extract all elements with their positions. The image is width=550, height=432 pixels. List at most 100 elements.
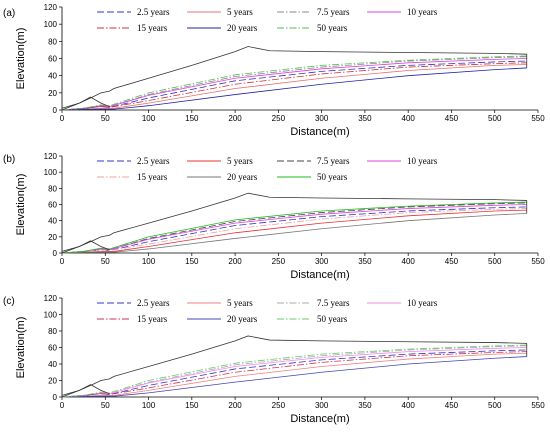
panel-label: (c) bbox=[3, 296, 15, 307]
series-line bbox=[61, 55, 527, 111]
x-tick-label: 0 bbox=[60, 114, 65, 123]
y-axis-title: Elevation(m) bbox=[15, 174, 27, 236]
x-tick-label: 100 bbox=[142, 401, 156, 410]
series-line bbox=[61, 212, 527, 254]
series-line bbox=[61, 344, 527, 398]
x-tick-label: 50 bbox=[101, 114, 110, 123]
x-tick-label: 50 bbox=[101, 401, 110, 410]
legend-entry: 50 years bbox=[317, 172, 348, 182]
panel-label: (a) bbox=[3, 8, 15, 19]
y-tick-label: 60 bbox=[48, 55, 57, 64]
x-tick-label: 550 bbox=[531, 257, 545, 266]
y-tick-label: 0 bbox=[53, 393, 58, 402]
x-axis-title: Distance(m) bbox=[290, 269, 349, 281]
legend-entry: 7.5 years bbox=[317, 298, 350, 308]
x-tick-label: 150 bbox=[185, 114, 199, 123]
y-tick-label: 80 bbox=[48, 37, 57, 46]
y-tick-label: 20 bbox=[48, 89, 57, 98]
x-tick-label: 450 bbox=[445, 257, 459, 266]
series-line bbox=[61, 62, 527, 111]
legend-entry: 20 years bbox=[227, 23, 258, 33]
x-tick-label: 0 bbox=[60, 257, 65, 266]
legend-entry: 5 years bbox=[227, 156, 253, 166]
terrain-line bbox=[61, 96, 110, 109]
x-tick-label: 500 bbox=[488, 114, 502, 123]
legend-entry: 2.5 years bbox=[137, 298, 170, 308]
y-tick-label: 0 bbox=[53, 249, 58, 258]
y-tick-label: 0 bbox=[53, 106, 58, 115]
terrain-line bbox=[61, 240, 110, 252]
x-tick-label: 250 bbox=[272, 257, 286, 266]
y-tick-label: 100 bbox=[44, 168, 58, 177]
legend-entry: 15 years bbox=[137, 314, 168, 324]
legend-entry: 20 years bbox=[227, 314, 258, 324]
x-tick-label: 400 bbox=[402, 401, 416, 410]
series-line bbox=[61, 356, 527, 398]
series-line bbox=[61, 58, 527, 111]
y-tick-label: 120 bbox=[44, 3, 58, 12]
y-axis-title: Elevation(m) bbox=[15, 317, 27, 379]
x-tick-label: 100 bbox=[142, 257, 156, 266]
legend-entry: 7.5 years bbox=[317, 156, 350, 166]
x-tick-label: 0 bbox=[60, 401, 65, 410]
legend-entry: 50 years bbox=[317, 314, 348, 324]
terrain-line bbox=[61, 384, 110, 396]
y-tick-label: 60 bbox=[48, 344, 57, 353]
x-tick-label: 300 bbox=[315, 114, 329, 123]
series-line bbox=[61, 349, 527, 398]
y-tick-label: 120 bbox=[44, 152, 58, 161]
x-tick-label: 450 bbox=[445, 114, 459, 123]
terrain-line bbox=[61, 192, 527, 254]
series-line bbox=[61, 64, 527, 111]
series-line bbox=[61, 209, 527, 254]
y-tick-label: 40 bbox=[48, 72, 57, 81]
y-tick-label: 80 bbox=[48, 184, 57, 193]
legend-entry: 10 years bbox=[407, 7, 438, 17]
series-line bbox=[61, 351, 527, 398]
y-tick-label: 100 bbox=[44, 311, 58, 320]
x-tick-label: 300 bbox=[315, 401, 329, 410]
series-line bbox=[61, 60, 527, 111]
x-tick-label: 150 bbox=[185, 257, 199, 266]
y-tick-label: 80 bbox=[48, 327, 57, 336]
x-tick-label: 350 bbox=[358, 114, 372, 123]
x-tick-label: 300 bbox=[315, 257, 329, 266]
x-tick-label: 200 bbox=[228, 114, 242, 123]
legend-entry: 20 years bbox=[227, 172, 258, 182]
panel-label: (b) bbox=[3, 154, 15, 165]
x-tick-label: 200 bbox=[228, 401, 242, 410]
legend-entry: 2.5 years bbox=[137, 7, 170, 17]
y-tick-label: 40 bbox=[48, 217, 57, 226]
legend-entry: 10 years bbox=[407, 156, 438, 166]
x-tick-label: 450 bbox=[445, 401, 459, 410]
legend-entry: 5 years bbox=[227, 298, 253, 308]
x-tick-label: 50 bbox=[101, 257, 110, 266]
terrain-line bbox=[61, 46, 527, 111]
y-tick-label: 60 bbox=[48, 201, 57, 210]
x-axis-title: Distance(m) bbox=[290, 413, 349, 425]
x-tick-label: 500 bbox=[488, 401, 502, 410]
x-tick-label: 350 bbox=[358, 401, 372, 410]
x-tick-label: 550 bbox=[531, 114, 545, 123]
legend-entry: 15 years bbox=[137, 172, 168, 182]
x-tick-label: 550 bbox=[531, 401, 545, 410]
chart-panel-3: 0 50 100 150 200 250 300 350 400 450 500 550 0 20 40 60… bbox=[3, 294, 545, 425]
series-line bbox=[61, 208, 527, 254]
x-tick-label: 400 bbox=[402, 257, 416, 266]
y-axis-title: Elevation(m) bbox=[15, 28, 27, 90]
series-line bbox=[61, 352, 527, 398]
legend-entry: 50 years bbox=[317, 23, 348, 33]
legend-entry: 5 years bbox=[227, 7, 253, 17]
x-tick-label: 150 bbox=[185, 401, 199, 410]
legend-entry: 15 years bbox=[137, 23, 168, 33]
series-line bbox=[61, 67, 527, 111]
x-tick-label: 200 bbox=[228, 257, 242, 266]
terrain-line bbox=[61, 335, 527, 398]
chart-panel-1: 0 50 100 150 200 250 300 350 400 450 500 550 0 20 40 60… bbox=[3, 3, 545, 138]
series-line bbox=[61, 347, 527, 398]
legend-entry: 7.5 years bbox=[317, 7, 350, 17]
y-tick-label: 20 bbox=[48, 233, 57, 242]
y-tick-label: 100 bbox=[44, 20, 58, 29]
chart-panel-2: 0 50 100 150 200 250 300 350 400 450 500 550 0 20 40 60… bbox=[3, 152, 545, 281]
